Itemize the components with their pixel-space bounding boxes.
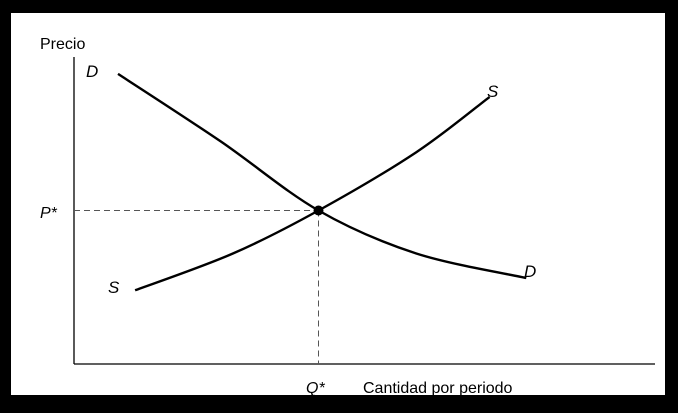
y-tick-label-p-star: P*: [40, 205, 58, 222]
x-axis-label: Cantidad por periodo: [363, 380, 513, 397]
supply-start-label: S: [108, 278, 120, 297]
y-axis-label: Precio: [40, 36, 85, 53]
supply-curve: [134, 95, 491, 292]
demand-start-label: D: [86, 62, 98, 81]
chart-panel: [11, 13, 665, 395]
x-tick-label-q-star: Q*: [306, 380, 325, 397]
equilibrium-point: [313, 205, 324, 216]
supply-end-label: S: [487, 82, 499, 101]
demand-curve: [117, 72, 527, 280]
demand-end-label: D: [524, 262, 536, 281]
